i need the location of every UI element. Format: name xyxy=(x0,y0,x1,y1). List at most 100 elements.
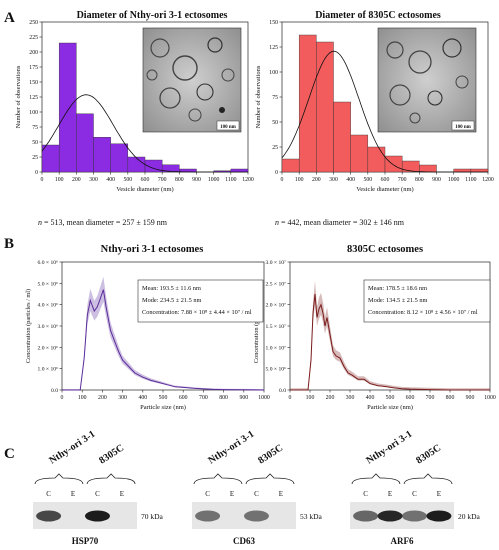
blot-kda-label: 20 kDa xyxy=(458,512,481,521)
histogram-bar xyxy=(58,42,77,173)
x-tick-label: 400 xyxy=(106,177,115,183)
blot-brace xyxy=(34,473,84,485)
x-axis-label: Particle size (nm) xyxy=(140,404,186,411)
y-axis-label: Concentration (particles / ml) xyxy=(253,289,260,363)
blot-kda-label: 70 kDa xyxy=(141,512,164,521)
blot-hsp70: Nthy-ori 3-1 8305C C E C E 70 kDa HSP70 xyxy=(33,429,164,546)
size-distribution-line xyxy=(62,289,265,391)
histogram-bar xyxy=(93,136,111,173)
lane-label: E xyxy=(120,490,124,498)
blot-group2-label: 8305C xyxy=(97,442,126,466)
y-tick-label: 0 xyxy=(35,170,38,176)
y-tick-label: 4.0 × 10⁶ xyxy=(38,303,59,309)
blot-brace xyxy=(86,473,136,485)
y-tick-label: 200 xyxy=(29,50,38,56)
histogram-left: 0 100 200 300 400 500 600 700 800 900 1000 1100 1200… xyxy=(15,20,254,193)
blot-brace xyxy=(193,473,243,485)
nta-right-mean: Mean: 178.5 ± 18.6 nm xyxy=(368,285,427,292)
x-tick-label: 200 xyxy=(72,177,81,183)
stats-left: n = 513, mean diameter = 257 ± 159 nm xyxy=(38,218,168,227)
x-tick-label: 500 xyxy=(159,395,168,401)
lane-label: E xyxy=(437,490,441,498)
histogram-bar xyxy=(281,158,300,173)
x-tick-label: 1000 xyxy=(484,395,496,401)
lane-label: E xyxy=(230,490,234,498)
histogram-bar xyxy=(350,134,369,173)
blot-band xyxy=(85,510,110,522)
nta-left-mode: Mode: 234.5 ± 21.5 nm xyxy=(142,297,202,304)
x-tick-label: 600 xyxy=(179,395,188,401)
x-tick-label: 300 xyxy=(346,395,355,401)
y-tick-label: 100 xyxy=(29,110,38,116)
x-tick-label: 800 xyxy=(415,177,424,183)
x-tick-label: 1200 xyxy=(242,177,254,183)
nta-stats-box-right: Mean: 178.5 ± 18.6 nm Mode: 134.5 ± 21.5… xyxy=(363,279,491,323)
x-tick-label: 300 xyxy=(118,395,127,401)
x-tick-label: 600 xyxy=(406,395,415,401)
blot-group2-label: 8305C xyxy=(414,442,443,466)
y-tick-label: 0.0 xyxy=(279,388,286,394)
y-tick-label: 5.0 × 10⁶ xyxy=(266,367,287,373)
stats-right: n = 442, mean diameter = 302 ± 146 nm xyxy=(275,218,405,227)
blot-group1-label: Nthy-ori 3-1 xyxy=(47,429,97,467)
histogram-bar xyxy=(470,168,489,173)
blot-protein-label: HSP70 xyxy=(72,536,99,546)
histogram-bar xyxy=(41,144,60,173)
x-tick-label: 100 xyxy=(78,395,87,401)
x-tick-label: 200 xyxy=(312,177,321,183)
lane-label: C xyxy=(412,490,417,498)
histogram-bar xyxy=(161,164,180,173)
nta-left-title: Nthy-ori 3-1 ectosomes xyxy=(101,244,204,255)
histogram-bar xyxy=(110,143,129,173)
histogram-bar xyxy=(76,113,94,173)
x-tick-label: 900 xyxy=(432,177,441,183)
hist-right-title: Diameter of 8305C ectosomes xyxy=(315,10,441,21)
x-tick-label: 600 xyxy=(141,177,150,183)
y-tick-label: 150 xyxy=(29,80,38,86)
x-tick-label: 800 xyxy=(219,395,228,401)
x-tick-label: 900 xyxy=(239,395,248,401)
x-tick-label: 100 xyxy=(306,395,315,401)
y-axis-label: Concentration (particles / ml) xyxy=(25,289,32,363)
y-tick-label: 125 xyxy=(269,45,278,51)
blot-band xyxy=(353,510,379,522)
lane-label: C xyxy=(363,490,368,498)
y-tick-label: 225 xyxy=(29,35,38,41)
x-tick-label: 400 xyxy=(366,395,375,401)
x-tick-label: 0 xyxy=(41,177,44,183)
blot-band xyxy=(36,510,62,522)
x-tick-label: 700 xyxy=(199,395,208,401)
x-tick-label: 0 xyxy=(61,395,64,401)
x-tick-label: 700 xyxy=(426,395,435,401)
x-tick-label: 1000 xyxy=(208,177,220,183)
blot-band xyxy=(402,510,427,522)
scale-bar-left: 100 nm xyxy=(220,125,237,130)
y-tick-label: 1.0 × 10⁶ xyxy=(38,367,59,373)
blot-kda-label: 53 kDa xyxy=(300,512,323,521)
nta-left-mean: Mean: 193.5 ± 11.6 nm xyxy=(142,285,201,292)
x-tick-label: 100 xyxy=(295,177,304,183)
lane-label: C xyxy=(205,490,210,498)
histogram-bar xyxy=(453,168,472,173)
y-tick-label: 75 xyxy=(32,125,38,131)
nta-left-concentration: Concentration: 7.88 × 10⁸ ± 4.44 × 10⁷ /… xyxy=(142,309,252,316)
blot-group1-label: Nthy-ori 3-1 xyxy=(364,429,414,467)
blot-protein-label: ARF6 xyxy=(391,536,414,546)
y-axis-label: Number of observations xyxy=(15,65,22,128)
x-tick-label: 400 xyxy=(346,177,355,183)
x-tick-label: 600 xyxy=(381,177,390,183)
x-axis-label: Vesicle diameter (nm) xyxy=(356,186,413,193)
x-tick-label: 800 xyxy=(175,177,184,183)
blot-brace xyxy=(351,473,401,485)
blot-cd63: Nthy-ori 3-1 8305C C E C E 53 kDa CD63 xyxy=(192,429,323,546)
y-tick-label: 75 xyxy=(272,95,278,101)
blot-brace xyxy=(245,473,295,485)
x-tick-label: 900 xyxy=(192,177,201,183)
lane-label: E xyxy=(388,490,392,498)
y-tick-label: 100 xyxy=(269,70,278,76)
nta-right-title: 8305C ectosomes xyxy=(347,244,423,255)
y-axis-label: Number of observations xyxy=(255,65,262,128)
blot-band xyxy=(244,510,269,522)
histogram-bar xyxy=(127,156,146,173)
